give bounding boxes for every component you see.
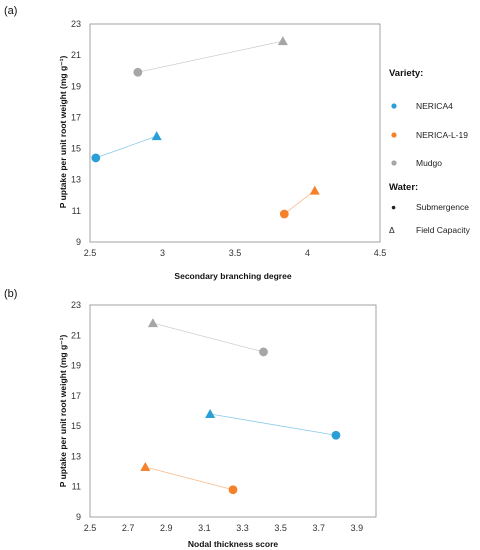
chart-b-point-nerica4-submergence [331, 430, 341, 440]
chart-b-point-nerica-l-19-field-capacity [140, 462, 151, 472]
chart-b-lines [145, 322, 337, 491]
chart-a: 2.5 3 3.5 4 4.5 9 11 13 15 17 19 21 23 Secondary br… [58, 19, 386, 281]
chart-b-y-tick-11: 11 [72, 482, 81, 492]
chart-b-x-tick-3-3: 3.3 [236, 523, 249, 533]
legend-water-title: Water: [389, 182, 418, 193]
chart-b-x-tick-3-1: 3.1 [198, 523, 211, 533]
chart-a-y-tick-23: 23 [71, 19, 81, 29]
chart-b-y-ticks: 9 11 13 15 17 19 21 23 [71, 300, 81, 522]
chart-a-point-nerica-l-19-submergence [279, 209, 289, 219]
legend-nerica4-swatch [391, 103, 397, 109]
chart-a-x-axis-label: Secondary branching degree [174, 271, 291, 281]
chart-a-x-tick-2-5: 2.5 [84, 248, 97, 258]
chart-b-point-mudgo-submergence [259, 347, 268, 357]
legend-mudgo-swatch [391, 160, 397, 166]
chart-a-x-tick-3-5: 3.5 [229, 248, 242, 258]
legend-submergence-label: Submergence [416, 202, 469, 212]
chart-a-y-tick-19: 19 [71, 81, 81, 91]
chart-b-y-tick-21: 21 [71, 330, 81, 340]
chart-a-plot-frame [89, 23, 381, 243]
chart-a-point-nerica-l-19-field-capacity [309, 185, 320, 195]
chart-a-y-ticks: 9 11 13 15 17 19 21 23 [71, 19, 81, 247]
legend-field-capacity-label: Field Capacity [416, 225, 471, 235]
chart-b-x-tick-3-7: 3.7 [313, 523, 326, 533]
chart-b-plot-frame [89, 304, 377, 518]
chart-b-y-tick-19: 19 [71, 361, 81, 371]
legend-variety-title: Variety: [389, 68, 423, 79]
chart-b-line-nerica-l-19 [145, 466, 234, 491]
chart-b-y-tick-9: 9 [76, 512, 81, 522]
chart-a-y-tick-9: 9 [76, 237, 81, 247]
chart-b-marks [140, 318, 341, 495]
legend-field-capacity-symbol: Δ [389, 225, 395, 235]
legend-submergence-symbol: ● [391, 202, 396, 212]
chart-b-y-tick-17: 17 [71, 391, 81, 401]
chart-b-x-tick-3-5: 3.5 [274, 523, 287, 533]
chart-a-x-tick-4: 4 [305, 248, 310, 258]
chart-b-x-tick-2-7: 2.7 [122, 523, 135, 533]
chart-b-x-tick-3-9: 3.9 [351, 523, 364, 533]
chart-a-x-ticks: 2.5 3 3.5 4 4.5 [84, 248, 387, 258]
chart-b-y-tick-15: 15 [71, 421, 81, 431]
chart-b-x-tick-2-5: 2.5 [84, 523, 97, 533]
chart-a-y-tick-11: 11 [72, 206, 81, 216]
chart-b-point-mudgo-field-capacity [147, 318, 158, 328]
chart-b-x-axis-label: Nodal thickness score [188, 539, 279, 549]
chart-b-x-tick-2-9: 2.9 [160, 523, 173, 533]
chart-a-line-nerica4 [95, 135, 157, 159]
legend-nerica-l-19-swatch [391, 132, 397, 138]
chart-a-y-tick-13: 13 [71, 175, 81, 185]
panel-b-label: (b) [4, 288, 17, 300]
chart-b-y-tick-23: 23 [71, 300, 81, 310]
chart-a-x-tick-3: 3 [160, 248, 165, 258]
chart-a-y-tick-21: 21 [71, 50, 81, 60]
chart-a-y-axis-label: P uptake per unit root weight (mg g⁻¹) [58, 56, 68, 209]
chart-b-line-nerica4 [210, 413, 337, 436]
panel-a-label: (a) [4, 5, 17, 17]
chart-b-y-axis-label: P uptake per unit root weight (mg g⁻¹) [58, 335, 68, 488]
legend: Variety: NERICA4 NERICA-L-19 Mudgo Water… [389, 68, 471, 235]
legend-nerica4-label: NERICA4 [416, 101, 453, 111]
chart-a-point-nerica4-submergence [91, 153, 101, 163]
chart-b: 2.5 2.7 2.9 3.1 3.3 3.5 3.7 3.9 9 11 13 15 17 19 21 23… [58, 300, 377, 549]
chart-b-y-tick-13: 13 [71, 451, 81, 461]
chart-a-y-tick-15: 15 [71, 144, 81, 154]
chart-a-x-tick-4-5: 4.5 [374, 248, 387, 258]
chart-b-x-ticks: 2.5 2.7 2.9 3.1 3.3 3.5 3.7 3.9 [84, 523, 363, 533]
chart-a-point-mudgo-field-capacity [277, 36, 288, 46]
chart-a-lines [95, 40, 315, 215]
chart-a-line-mudgo [137, 40, 283, 73]
legend-mudgo-label: Mudgo [416, 158, 442, 168]
chart-a-point-mudgo-submergence [133, 67, 143, 77]
chart-a-y-tick-17: 17 [71, 112, 81, 122]
chart-a-line-nerica-l-19 [284, 190, 315, 215]
legend-nerica-l-19-label: NERICA-L-19 [416, 130, 468, 140]
chart-b-point-nerica-l-19-submergence [228, 485, 238, 495]
chart-a-point-nerica4-field-capacity [151, 131, 162, 141]
chart-b-point-nerica4-field-capacity [205, 409, 216, 419]
chart-a-marks [91, 36, 320, 219]
chart-b-line-mudgo [152, 322, 264, 353]
